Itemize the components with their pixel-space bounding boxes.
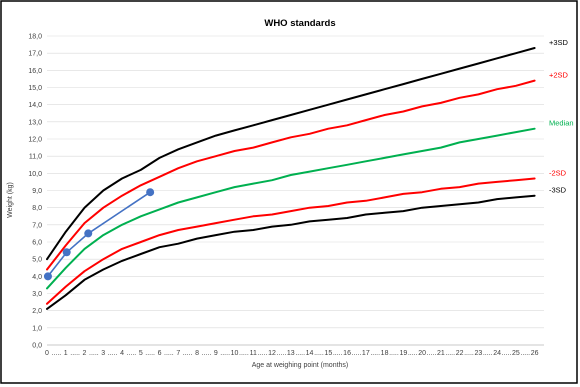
x-axis-label: Age at weighing point (months) <box>252 362 349 369</box>
x-tick-dots: ..... <box>352 350 362 357</box>
x-tick-label: 18 <box>381 350 389 357</box>
x-tick-dots: ..... <box>370 350 380 357</box>
x-tick-label: 26 <box>531 350 539 357</box>
x-tick-label: 23 <box>474 350 482 357</box>
y-tick-label: 5,0 <box>32 257 42 264</box>
y-tick-label: 3,0 <box>32 291 42 298</box>
x-tick-label: 10 <box>231 350 239 357</box>
curve-label--3sd: -3SD <box>549 186 567 195</box>
y-tick-label: 9,0 <box>32 188 42 195</box>
y-tick-label: 2,0 <box>32 308 42 315</box>
x-tick-label: 13 <box>287 350 295 357</box>
x-tick-dots: ..... <box>520 350 530 357</box>
x-tick-dots: ..... <box>108 350 118 357</box>
x-tick-dots: ..... <box>89 350 99 357</box>
x-tick-label: 20 <box>418 350 426 357</box>
x-tick-dots: ..... <box>202 350 212 357</box>
x-tick-label: 4 <box>120 350 124 357</box>
x-tick-dots: ..... <box>164 350 174 357</box>
x-axis-ticks: 0..... 1..... 2..... 3..... 4..... 5..... 6...… <box>45 350 539 357</box>
x-tick-label: 6 <box>158 350 162 357</box>
x-tick-label: 2 <box>83 350 87 357</box>
x-tick-label: 9 <box>214 350 218 357</box>
x-tick-label: 12 <box>268 350 276 357</box>
x-tick-label: 8 <box>195 350 199 357</box>
y-tick-label: 1,0 <box>32 325 42 332</box>
x-tick-label: 15 <box>324 350 332 357</box>
y-tick-label: 6,0 <box>32 240 42 247</box>
x-tick-label: 14 <box>306 350 314 357</box>
x-tick-dots: ..... <box>70 350 80 357</box>
y-tick-label: 4,0 <box>32 274 42 281</box>
x-tick-label: 25 <box>512 350 520 357</box>
x-tick-dots: ..... <box>52 350 62 357</box>
y-tick-label: 11,0 <box>29 154 42 161</box>
data-point <box>146 188 154 196</box>
x-tick-label: 19 <box>399 350 407 357</box>
x-tick-dots: ..... <box>464 350 474 357</box>
x-tick-label: 0 <box>45 350 49 357</box>
y-tick-label: 0,0 <box>32 343 42 350</box>
curve-label--3sd: +3SD <box>549 38 569 47</box>
y-tick-label: 16,0 <box>28 68 42 75</box>
x-tick-dots: ..... <box>502 350 512 357</box>
x-tick-dots: ..... <box>145 350 155 357</box>
y-tick-label: 10,0 <box>28 171 42 178</box>
x-tick-label: 21 <box>437 350 445 357</box>
x-tick-dots: ..... <box>239 350 249 357</box>
x-tick-label: 5 <box>139 350 143 357</box>
y-tick-label: 7,0 <box>32 222 42 229</box>
x-tick-dots: ..... <box>483 350 493 357</box>
x-tick-label: 1 <box>64 350 68 357</box>
data-point <box>84 229 92 237</box>
x-tick-dots: ..... <box>408 350 418 357</box>
y-tick-label: 8,0 <box>32 205 42 212</box>
chart-title: WHO standards <box>264 18 335 29</box>
x-tick-dots: ..... <box>427 350 437 357</box>
x-tick-dots: ..... <box>220 350 230 357</box>
x-tick-label: 22 <box>456 350 464 357</box>
y-tick-label: 15,0 <box>28 85 42 92</box>
data-point <box>44 272 52 280</box>
curve-label--2sd: -2SD <box>549 168 567 177</box>
x-tick-label: 16 <box>343 350 351 357</box>
x-tick-label: 11 <box>250 350 257 357</box>
data-point <box>63 248 71 256</box>
y-tick-label: 14,0 <box>28 102 42 109</box>
y-tick-label: 17,0 <box>28 51 42 58</box>
x-tick-dots: ..... <box>258 350 268 357</box>
x-tick-label: 17 <box>362 350 370 357</box>
x-tick-dots: ..... <box>295 350 305 357</box>
y-axis-label: Weight (kg) <box>7 182 14 218</box>
x-tick-dots: ..... <box>445 350 455 357</box>
y-tick-label: 18,0 <box>28 34 42 41</box>
x-tick-label: 24 <box>493 350 501 357</box>
curve-label-median: Median <box>549 119 574 128</box>
x-tick-label: 7 <box>176 350 180 357</box>
x-tick-dots: ..... <box>333 350 343 357</box>
x-tick-dots: ..... <box>314 350 324 357</box>
x-tick-dots: ..... <box>277 350 287 357</box>
curve-label--2sd: +2SD <box>549 71 569 80</box>
x-tick-label: 3 <box>101 350 105 357</box>
x-tick-dots: ..... <box>127 350 137 357</box>
y-tick-label: 12,0 <box>28 137 42 144</box>
x-tick-dots: ..... <box>183 350 193 357</box>
x-tick-dots: ..... <box>389 350 399 357</box>
y-tick-label: 13,0 <box>28 119 42 126</box>
